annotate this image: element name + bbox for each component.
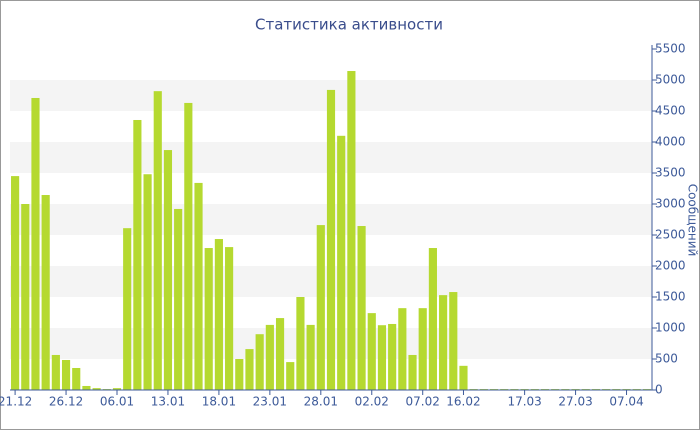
y-axis-label: Сообщений bbox=[686, 184, 700, 257]
x-tick-label: 07.04 bbox=[609, 395, 643, 409]
bar bbox=[439, 295, 448, 390]
bar bbox=[92, 388, 101, 390]
bar bbox=[388, 323, 397, 390]
bar bbox=[398, 308, 407, 390]
bar bbox=[112, 388, 122, 390]
bar bbox=[245, 349, 254, 390]
bar bbox=[326, 89, 336, 391]
x-tick-label: 16.02 bbox=[446, 395, 480, 409]
bar bbox=[265, 324, 274, 390]
bar bbox=[235, 359, 244, 390]
y-tick-label: 5000 bbox=[655, 73, 686, 87]
x-tick-label: 17.03 bbox=[507, 395, 541, 409]
x-tick-label: 26.12 bbox=[49, 395, 83, 409]
bar bbox=[163, 150, 173, 390]
bar bbox=[255, 334, 264, 390]
bar bbox=[449, 292, 458, 390]
y-tick-label: 3000 bbox=[655, 197, 686, 211]
chart-title: Статистика активности bbox=[255, 16, 443, 34]
x-tick-label: 21.12 bbox=[0, 395, 32, 409]
bar bbox=[306, 324, 315, 390]
y-tick-label: 1000 bbox=[655, 321, 686, 335]
bar bbox=[459, 365, 468, 390]
bar bbox=[184, 102, 193, 390]
bar bbox=[61, 359, 71, 390]
bar bbox=[357, 226, 366, 390]
y-tick-label: 3500 bbox=[655, 166, 686, 180]
bar bbox=[316, 225, 325, 390]
bar bbox=[143, 174, 152, 390]
y-tick-label: 2500 bbox=[655, 228, 686, 242]
x-tick-label: 02.02 bbox=[355, 395, 389, 409]
bar bbox=[174, 208, 183, 390]
plot-background bbox=[10, 80, 652, 359]
bar bbox=[31, 97, 40, 390]
bar bbox=[72, 367, 81, 390]
bar bbox=[367, 313, 376, 390]
bar bbox=[225, 247, 234, 390]
bar bbox=[377, 325, 387, 390]
bar bbox=[194, 182, 203, 390]
bar bbox=[296, 297, 305, 390]
y-tick-label: 5500 bbox=[655, 42, 686, 56]
x-tick-label: 07.02 bbox=[406, 395, 440, 409]
y-tick-label: 4500 bbox=[655, 104, 686, 118]
bar bbox=[428, 248, 437, 390]
bar bbox=[286, 362, 295, 390]
y-tick-label: 2000 bbox=[655, 259, 686, 273]
bar bbox=[153, 91, 162, 390]
x-tick-label: 13.01 bbox=[151, 395, 185, 409]
bar bbox=[11, 176, 20, 390]
x-tick-label: 27.03 bbox=[558, 395, 592, 409]
bar bbox=[214, 239, 223, 390]
bar bbox=[337, 135, 346, 390]
bar bbox=[123, 228, 132, 390]
bar bbox=[82, 385, 91, 390]
y-tick-label: 1500 bbox=[655, 290, 686, 304]
bar bbox=[418, 308, 427, 390]
bar bbox=[133, 119, 142, 391]
bar bbox=[408, 354, 417, 390]
x-tick-label: 18.01 bbox=[202, 395, 236, 409]
y-tick-label: 4000 bbox=[655, 135, 686, 149]
bar bbox=[41, 195, 50, 390]
x-tick-label: 28.01 bbox=[304, 395, 338, 409]
x-tick-label: 06.01 bbox=[100, 395, 134, 409]
bar bbox=[21, 204, 30, 390]
bar bbox=[347, 71, 356, 390]
bar bbox=[275, 318, 285, 390]
bar bbox=[204, 248, 213, 390]
x-tick-label: 23.01 bbox=[253, 395, 287, 409]
y-tick-label: 500 bbox=[655, 352, 678, 366]
bar bbox=[51, 354, 60, 390]
y-tick-label: 0 bbox=[655, 383, 663, 397]
